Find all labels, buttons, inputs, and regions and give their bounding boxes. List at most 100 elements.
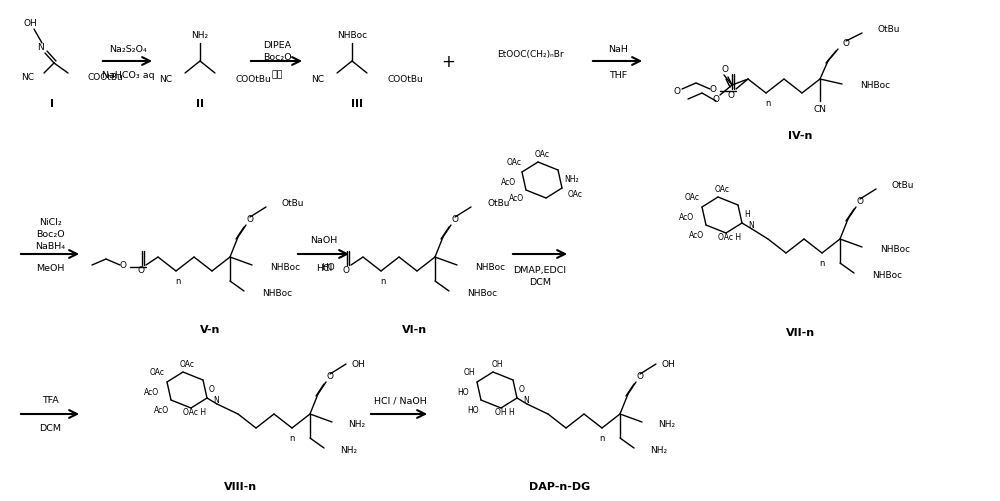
- Text: NHBoc: NHBoc: [270, 263, 300, 272]
- Text: COOtBu: COOtBu: [236, 75, 272, 84]
- Text: AcO: AcO: [154, 406, 169, 415]
- Text: MeOH: MeOH: [36, 264, 64, 273]
- Text: NHBoc: NHBoc: [475, 263, 505, 272]
- Text: OAc: OAc: [507, 158, 522, 167]
- Text: OH H: OH H: [495, 408, 515, 417]
- Text: n: n: [819, 259, 825, 268]
- Text: O: O: [209, 385, 215, 394]
- Text: O: O: [519, 385, 525, 394]
- Text: VII-n: VII-n: [785, 327, 815, 337]
- Text: O: O: [856, 197, 864, 206]
- Text: N: N: [748, 221, 754, 230]
- Text: HO: HO: [467, 406, 479, 415]
- Text: NHBoc: NHBoc: [337, 32, 367, 41]
- Text: COOtBu: COOtBu: [388, 75, 424, 84]
- Text: n: n: [380, 277, 386, 286]
- Text: H: H: [744, 210, 750, 219]
- Text: Na₂S₂O₄: Na₂S₂O₄: [109, 46, 147, 55]
- Text: NHBoc: NHBoc: [880, 245, 910, 254]
- Text: OtBu: OtBu: [878, 26, 900, 35]
- Text: O: O: [712, 95, 720, 104]
- Text: n: n: [599, 434, 605, 442]
- Text: III: III: [351, 99, 363, 109]
- Text: n: n: [289, 434, 295, 442]
- Text: OtBu: OtBu: [892, 181, 914, 190]
- Text: VIII-n: VIII-n: [223, 481, 257, 491]
- Text: O: O: [138, 266, 144, 275]
- Text: NH₂: NH₂: [650, 445, 667, 454]
- Text: N: N: [523, 396, 529, 405]
- Text: NiCl₂: NiCl₂: [39, 218, 61, 227]
- Text: HCl / NaOH: HCl / NaOH: [374, 396, 426, 405]
- Text: NC: NC: [159, 75, 172, 84]
- Text: NaH: NaH: [608, 46, 628, 55]
- Text: O: O: [326, 372, 334, 381]
- Text: OAc H: OAc H: [183, 408, 207, 417]
- Text: OAc: OAc: [150, 368, 165, 377]
- Text: AcO: AcO: [501, 178, 516, 187]
- Text: NH₂: NH₂: [348, 420, 365, 429]
- Text: NC: NC: [311, 75, 324, 84]
- Text: IV-n: IV-n: [788, 131, 812, 141]
- Text: NHBoc: NHBoc: [872, 271, 902, 280]
- Text: AcO: AcO: [689, 231, 704, 240]
- Text: HO: HO: [457, 388, 469, 397]
- Text: NaHCO₃ aq: NaHCO₃ aq: [102, 70, 154, 79]
- Text: O: O: [119, 261, 126, 270]
- Text: COOtBu: COOtBu: [88, 72, 124, 81]
- Text: NHBoc: NHBoc: [262, 289, 292, 298]
- Text: OtBu: OtBu: [282, 199, 304, 208]
- Text: NH₂: NH₂: [191, 32, 209, 41]
- Text: AcO: AcO: [509, 194, 524, 203]
- Text: DAP-n-DG: DAP-n-DG: [529, 481, 591, 491]
- Text: I: I: [50, 99, 54, 109]
- Text: OH: OH: [662, 360, 676, 369]
- Text: NH₂: NH₂: [564, 175, 579, 184]
- Text: OH: OH: [491, 360, 503, 369]
- Text: OAc: OAc: [534, 150, 550, 159]
- Text: +: +: [441, 53, 455, 71]
- Text: OAc: OAc: [714, 185, 730, 194]
- Text: OAc: OAc: [568, 190, 583, 199]
- Text: O: O: [342, 266, 350, 275]
- Text: O: O: [842, 40, 850, 49]
- Text: NaBH₄: NaBH₄: [35, 242, 65, 251]
- Text: DMAP,EDCl: DMAP,EDCl: [514, 266, 566, 275]
- Text: DCM: DCM: [39, 424, 61, 433]
- Text: Boc₂O: Boc₂O: [263, 53, 291, 62]
- Text: HCl: HCl: [316, 264, 332, 273]
- Text: HO: HO: [321, 263, 335, 272]
- Text: NH₂: NH₂: [658, 420, 675, 429]
- Text: O: O: [722, 65, 728, 74]
- Text: OtBu: OtBu: [487, 199, 510, 208]
- Text: O: O: [246, 215, 254, 224]
- Text: n: n: [175, 277, 181, 286]
- Text: OH: OH: [352, 360, 366, 369]
- Text: NHBoc: NHBoc: [467, 289, 497, 298]
- Text: N: N: [37, 43, 43, 52]
- Text: 甲苯: 甲苯: [271, 70, 283, 79]
- Text: O: O: [637, 372, 644, 381]
- Text: N: N: [213, 396, 219, 405]
- Text: DIPEA: DIPEA: [263, 42, 291, 51]
- Text: TFA: TFA: [42, 396, 58, 405]
- Text: II: II: [196, 99, 204, 109]
- Text: NC: NC: [21, 73, 34, 82]
- Text: THF: THF: [609, 70, 627, 79]
- Text: O: O: [673, 87, 680, 96]
- Text: Boc₂O: Boc₂O: [36, 230, 64, 239]
- Text: EtOOC(CH₂)ₙBr: EtOOC(CH₂)ₙBr: [497, 51, 563, 60]
- Text: DCM: DCM: [529, 278, 551, 287]
- Text: OH: OH: [463, 368, 475, 377]
- Text: O: O: [452, 215, 458, 224]
- Text: O: O: [709, 85, 716, 94]
- Text: VI-n: VI-n: [402, 324, 428, 334]
- Text: OAc: OAc: [685, 193, 700, 202]
- Text: AcO: AcO: [679, 213, 694, 222]
- Text: NHBoc: NHBoc: [860, 81, 890, 90]
- Text: V-n: V-n: [200, 324, 220, 334]
- Text: AcO: AcO: [144, 388, 159, 397]
- Text: NH₂: NH₂: [340, 445, 357, 454]
- Text: CN: CN: [814, 105, 826, 114]
- Text: NaOH: NaOH: [310, 236, 338, 245]
